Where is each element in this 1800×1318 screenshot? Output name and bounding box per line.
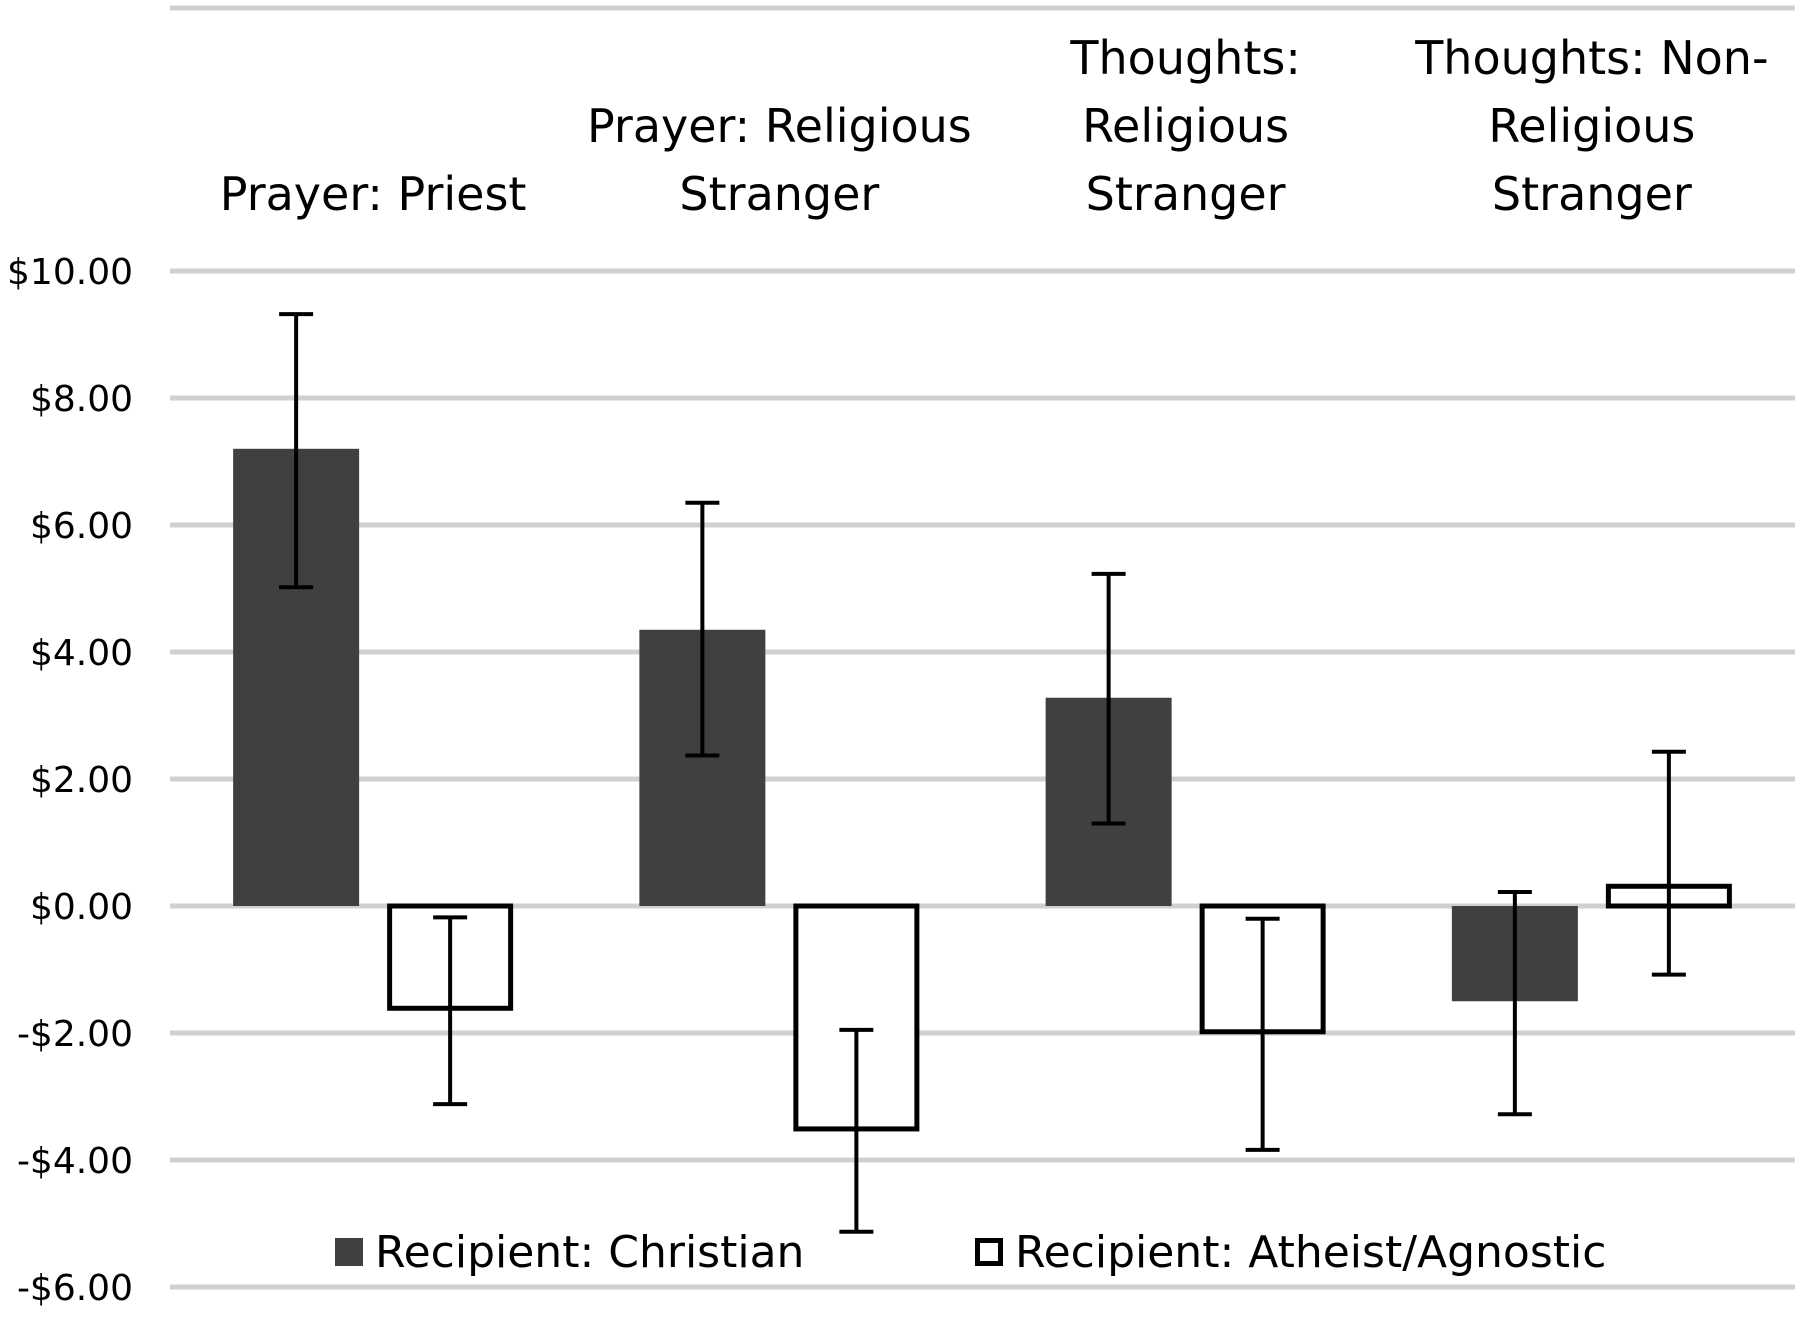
y-tick-label: -$4.00 (17, 1141, 133, 1182)
y-tick-label: -$2.00 (17, 1014, 133, 1055)
y-axis-tick-labels: $10.00 $8.00 $6.00 $4.00 $2.00 $0.00 -$2.00 -$4… (7, 252, 133, 1309)
y-tick-label: -$6.00 (17, 1268, 133, 1309)
legend-label: Recipient: Christian (375, 1227, 804, 1278)
category-labels: Prayer: Priest Prayer: Religious Stranger T… (220, 31, 1769, 221)
error-bars (279, 312, 1686, 1234)
category-label: Religious (1082, 99, 1289, 153)
category-label: Thoughts: (1069, 31, 1300, 85)
legend: Recipient: Christian Recipient: Atheist/A… (335, 1227, 1606, 1278)
y-tick-label: $8.00 (30, 379, 133, 420)
y-tick-label: $10.00 (7, 252, 133, 293)
legend-swatch (335, 1238, 363, 1266)
category-label: Prayer: Priest (220, 167, 527, 221)
category-label: Religious (1488, 99, 1695, 153)
category-label: Thoughts: Non- (1414, 31, 1768, 85)
y-tick-label: $6.00 (30, 506, 133, 547)
y-tick-label: $0.00 (30, 887, 133, 928)
category-label: Stranger (679, 167, 879, 221)
legend-swatch (975, 1238, 1003, 1266)
legend-label: Recipient: Atheist/Agnostic (1015, 1227, 1606, 1278)
category-label: Prayer: Religious (587, 99, 972, 153)
y-tick-label: $2.00 (30, 760, 133, 801)
category-label: Stranger (1086, 167, 1286, 221)
category-label: Stranger (1492, 167, 1692, 221)
y-tick-label: $4.00 (30, 633, 133, 674)
